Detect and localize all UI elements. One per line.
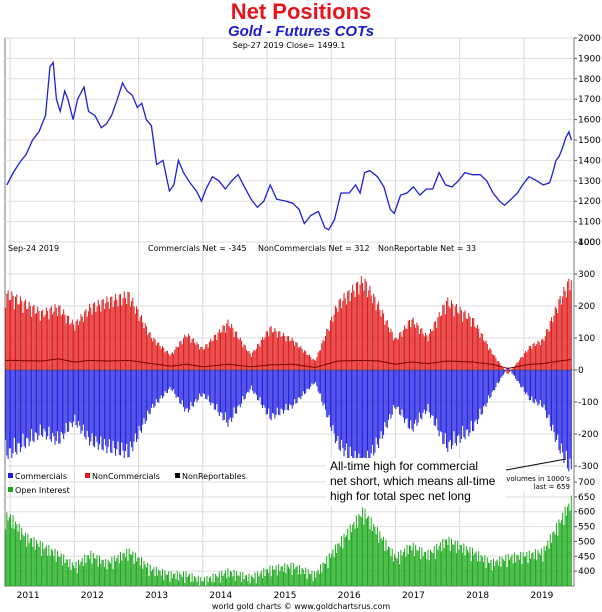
y-tick-label: 1800 bbox=[578, 75, 601, 85]
net-position-bars bbox=[5, 276, 574, 474]
legend-swatch-nonreportables bbox=[175, 473, 180, 478]
legend-label-noncommercials: NonCommercials bbox=[92, 472, 160, 481]
annotation-backdrop bbox=[326, 458, 506, 506]
y-tick-label: 400 bbox=[578, 567, 595, 577]
y-tick-label: 300 bbox=[578, 270, 595, 280]
annotation-line-3: high for total spec net long bbox=[330, 489, 471, 503]
legend-swatch-commercials bbox=[8, 473, 13, 478]
y-tick-label: -100 bbox=[578, 398, 599, 408]
y-tick-label: 450 bbox=[578, 552, 595, 562]
last-value-note: last = 659 bbox=[534, 483, 570, 491]
x-tick-label: 2016 bbox=[338, 591, 361, 601]
annotation-line-1: All-time high for commercial bbox=[330, 459, 478, 473]
y-tick-label: 0 bbox=[578, 366, 584, 376]
net-legend: Commercials NonCommercials NonReportable… bbox=[8, 472, 246, 481]
y-tick-label: 1600 bbox=[578, 116, 601, 126]
nonreportables-line bbox=[5, 358, 572, 369]
price-line-layer bbox=[6, 60, 573, 231]
footer-credit: world gold charts © www.goldchartsrus.co… bbox=[212, 602, 390, 611]
y-tick-label: 2000 bbox=[578, 34, 601, 44]
y-tick-label: 100 bbox=[578, 334, 595, 344]
net-header-noncommercials: NonCommercials Net = 312 bbox=[258, 244, 370, 253]
legend-label-nonreportables: NonReportables bbox=[182, 472, 246, 481]
page-title: Net Positions bbox=[230, 0, 372, 24]
x-tick-label: 2014 bbox=[209, 591, 232, 601]
y-tick-label: -200 bbox=[578, 430, 599, 440]
y-tick-label: 650 bbox=[578, 493, 595, 503]
x-tick-label: 2018 bbox=[466, 591, 489, 601]
legend-swatch-noncommercials bbox=[85, 473, 90, 478]
y-tick-label: 1700 bbox=[578, 95, 601, 105]
x-tick-label: 2012 bbox=[81, 591, 104, 601]
y-tick-label: 600 bbox=[578, 508, 595, 518]
oi-legend: Open Interest bbox=[8, 486, 70, 495]
open-interest-bars bbox=[5, 495, 572, 586]
y-tick-label: 400 bbox=[578, 238, 595, 248]
y-tick-label: 1900 bbox=[578, 54, 601, 64]
annotation: All-time high for commercial net short, … bbox=[326, 458, 567, 506]
y-tick-label: 500 bbox=[578, 537, 595, 547]
y-tick-label: 1100 bbox=[578, 218, 601, 228]
legend-label-commercials: Commercials bbox=[15, 472, 67, 481]
gold-price-line bbox=[6, 60, 573, 231]
net-header-commercials: Commercials Net = -345 bbox=[148, 244, 247, 253]
note-backdrop bbox=[509, 474, 572, 491]
x-tick-label: 2011 bbox=[17, 591, 40, 601]
page-subtitle: Gold - Futures COTs bbox=[227, 23, 375, 40]
volume-note: volumes in 1000's bbox=[506, 475, 570, 483]
x-tick-label: 2015 bbox=[274, 591, 297, 601]
x-tick-label: 2013 bbox=[145, 591, 168, 601]
legend-label-open-interest: Open Interest bbox=[15, 486, 70, 495]
y-tick-label: 1500 bbox=[578, 136, 601, 146]
y-tick-label: 1000 bbox=[578, 238, 601, 248]
y-tick-label: 700 bbox=[578, 478, 595, 488]
y-tick-label: 200 bbox=[578, 302, 595, 312]
y-tick-label: -300 bbox=[578, 462, 599, 472]
y-tick-label: 550 bbox=[578, 523, 595, 533]
x-tick-label: 2017 bbox=[402, 591, 425, 601]
annotation-line-2: net short, which means all-time bbox=[330, 474, 496, 488]
y-tick-label: 1200 bbox=[578, 197, 601, 207]
net-header-date: Sep-24 2019 bbox=[8, 244, 59, 253]
y-tick-label: 1300 bbox=[578, 177, 601, 187]
net-header-nonreportable: NonReportable Net = 33 bbox=[378, 244, 476, 253]
y-tick-label: 1400 bbox=[578, 156, 601, 166]
axis-labels: 2011 2012 2013 2014 2015 2016 2017 2018 20191000… bbox=[17, 34, 601, 601]
price-header: Sep-27 2019 Close= 1499.1 bbox=[233, 41, 346, 50]
annotation-pointer bbox=[505, 458, 567, 471]
x-tick-label: 2019 bbox=[530, 591, 553, 601]
legend-swatch-open-interest bbox=[8, 487, 13, 492]
